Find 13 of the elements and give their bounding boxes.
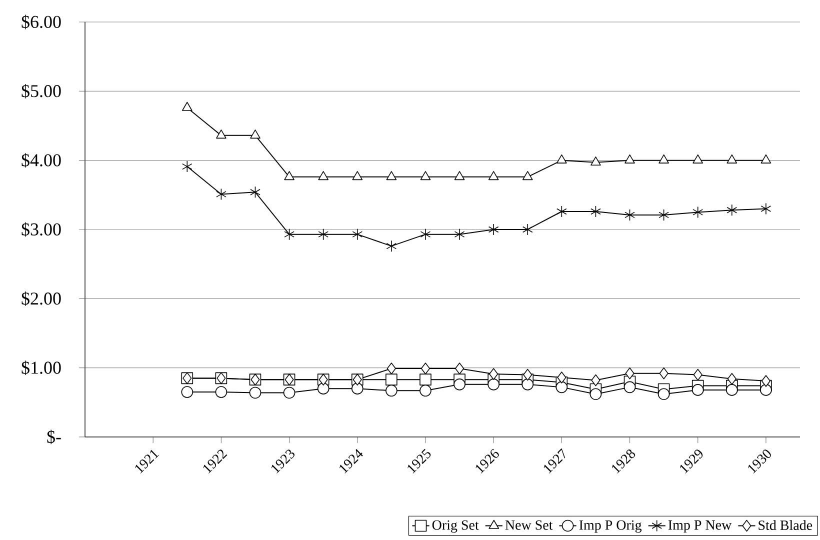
legend-label: Std Blade bbox=[758, 520, 812, 530]
y-tick-label: $5.00 bbox=[22, 84, 61, 98]
y-tick-label: $6.00 bbox=[22, 14, 61, 30]
legend-label: Imp P Orig bbox=[579, 520, 642, 533]
y-tick-label: $- bbox=[47, 430, 61, 444]
y-tick-label: $4.00 bbox=[22, 153, 61, 168]
y-tick-label: $3.00 bbox=[22, 222, 61, 237]
legend-label: New Set bbox=[505, 520, 553, 530]
legend-label: Orig Set bbox=[432, 520, 479, 533]
y-tick-label: $2.00 bbox=[22, 291, 61, 306]
legend-label: Imp P New bbox=[668, 520, 732, 533]
x-tick-label: 1921 bbox=[135, 450, 160, 474]
y-tick-label: $1.00 bbox=[22, 360, 61, 376]
